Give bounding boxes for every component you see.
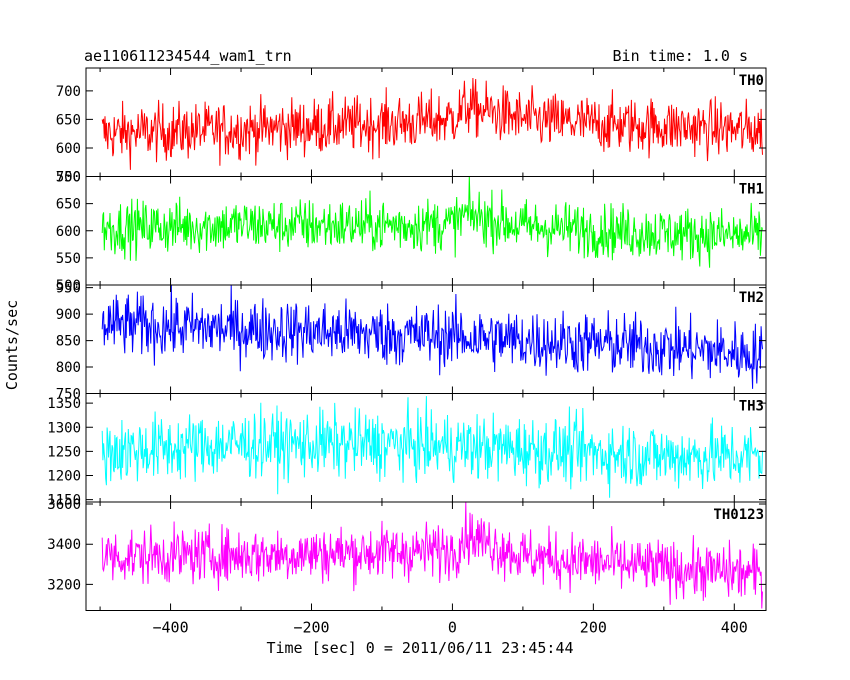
y-tick-label: 850 (56, 334, 81, 350)
series-line-th1 (101, 176, 763, 268)
y-tick-label: 600 (56, 141, 81, 157)
chart-title-left: ae110611234544_wam1_trn (84, 47, 292, 65)
panel-name-th3: TH3 (739, 399, 764, 415)
series-line-th0123 (101, 502, 763, 609)
x-tick-label: −400 (152, 619, 188, 637)
x-axis-label: Time [sec] 0 = 2011/06/11 23:45:44 (266, 639, 573, 657)
y-tick-label: 950 (56, 281, 81, 297)
y-tick-label: 550 (56, 251, 81, 267)
y-tick-label: 750 (56, 387, 81, 403)
y-tick-label: 700 (56, 170, 81, 186)
y-tick-label: 1200 (47, 468, 81, 484)
y-tick-label: 3200 (47, 577, 81, 593)
x-tick-label: 400 (721, 619, 748, 637)
y-tick-label: 700 (56, 84, 81, 100)
x-tick-label: 0 (448, 619, 457, 637)
y-tick-label: 1300 (47, 420, 81, 436)
chart-title-right: Bin time: 1.0 s (613, 47, 748, 65)
panel-name-th0: TH0 (739, 73, 764, 89)
y-tick-label: 1150 (47, 493, 81, 509)
y-tick-label: 3400 (47, 537, 81, 553)
x-tick-label: −200 (293, 619, 329, 637)
series-line-th2 (101, 285, 763, 389)
series-line-th0 (101, 77, 763, 170)
x-tick-label: 200 (580, 619, 607, 637)
panel-frame-th0123 (85, 501, 767, 611)
y-tick-label: 650 (56, 197, 81, 213)
y-tick-label: 3600 (47, 497, 81, 513)
y-tick-label: 1350 (47, 396, 81, 412)
y-axis-label: Counts/sec (3, 300, 21, 390)
y-tick-label: 1250 (47, 444, 81, 460)
y-tick-label: 600 (56, 224, 81, 240)
y-tick-label: 650 (56, 112, 81, 128)
y-tick-label: 550 (56, 170, 81, 186)
y-tick-label: 800 (56, 360, 81, 376)
panels: 550 600 650 700 TH0 500 550 600 650 700 TH1 750 800 8… (47, 67, 767, 637)
series-line-th3 (101, 396, 763, 498)
y-tick-label: 500 (56, 278, 81, 294)
panel-name-th0123: TH0123 (713, 507, 764, 523)
panel-name-th1: TH1 (739, 182, 764, 198)
panel-name-th2: TH2 (739, 290, 764, 306)
y-tick-label: 900 (56, 307, 81, 323)
